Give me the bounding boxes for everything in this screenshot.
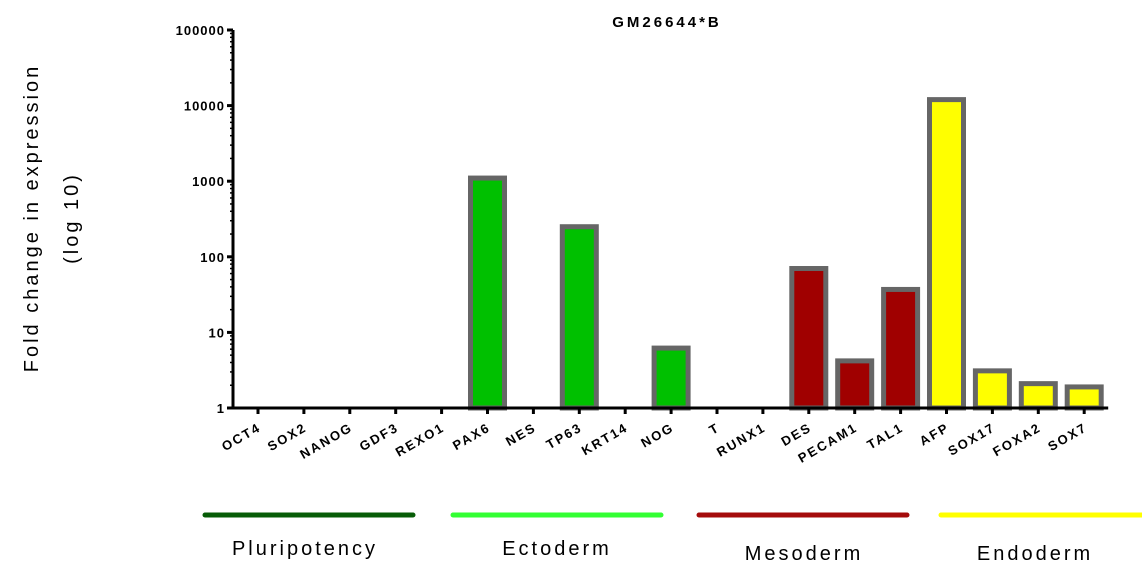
x-tick-label: KRT14 xyxy=(579,420,631,459)
x-tick-label: T xyxy=(706,420,722,438)
bar-afp xyxy=(927,97,966,411)
y-tick-label: 100 xyxy=(200,250,225,265)
bar-des xyxy=(789,266,829,411)
bar-pax6 xyxy=(468,175,507,411)
y-tick-label: 10 xyxy=(209,325,225,340)
group-label-endoderm: Endoderm xyxy=(977,543,1093,565)
x-axis xyxy=(233,406,1109,414)
bar-pecam1 xyxy=(835,358,875,411)
y-tick-label: 1 xyxy=(217,401,225,416)
y-tick-label: 100000 xyxy=(176,23,225,38)
y-tick-label: 1000 xyxy=(192,174,225,189)
bar-tp63 xyxy=(559,224,599,411)
x-tick-label: TAL1 xyxy=(864,420,906,453)
y-axis-label: Fold change in expression (log 10) xyxy=(21,64,83,372)
x-tick-label: OCT4 xyxy=(219,420,263,454)
x-tick-label: TP63 xyxy=(543,420,584,453)
bar-tal1 xyxy=(881,286,921,411)
bar-foxa2 xyxy=(1018,381,1058,411)
x-tick-label: REXO1 xyxy=(393,420,447,460)
x-tick-label: PAX6 xyxy=(450,420,493,453)
x-tick-label: NES xyxy=(503,420,539,449)
group-label-ectoderm: Ectoderm xyxy=(502,538,612,560)
x-tick-label: NOG xyxy=(638,420,676,451)
x-tick-label: FOXA2 xyxy=(990,420,1044,460)
x-tick-label: RUNX1 xyxy=(714,420,768,460)
x-tick-label: SOX7 xyxy=(1045,420,1089,454)
bar-sox7 xyxy=(1064,384,1104,411)
y-axis-label-line2: (log 10) xyxy=(61,172,83,264)
y-axis: 1 10 100 1000 10000 100000 xyxy=(176,23,235,416)
chart-title: GM26644*B xyxy=(612,14,722,31)
group-legend: Pluripotency Ectoderm Mesoderm Endoderm xyxy=(202,512,1142,565)
bars xyxy=(468,97,1104,411)
bar-sox17 xyxy=(972,368,1012,411)
y-tick-label: 10000 xyxy=(184,99,225,114)
x-tick-label: NANOG xyxy=(297,420,355,462)
bar-nog xyxy=(651,345,691,411)
x-tick-label: SOX17 xyxy=(945,420,997,459)
group-label-pluripotency: Pluripotency xyxy=(232,538,378,560)
y-axis-label-line1: Fold change in expression xyxy=(21,64,43,372)
group-label-mesoderm: Mesoderm xyxy=(745,543,863,565)
